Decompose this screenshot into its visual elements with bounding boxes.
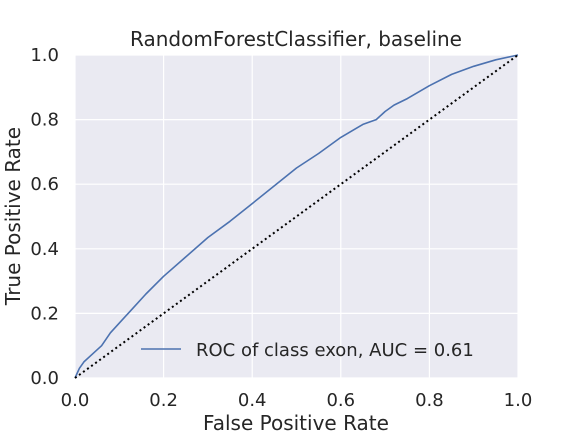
chart-title: RandomForestClassifier, baseline xyxy=(130,27,462,51)
legend: ROC of class exon, AUC = 0.61 xyxy=(141,340,474,361)
x-tick-label: 0.2 xyxy=(149,390,178,411)
y-tick-label: 0.0 xyxy=(30,368,59,389)
y-tick-label: 1.0 xyxy=(30,45,59,66)
y-tick-label: 0.8 xyxy=(30,110,59,131)
x-tick-labels: 0.0 0.2 0.4 0.6 0.8 1.0 xyxy=(61,390,533,411)
y-axis-label: True Positive Rate xyxy=(1,127,25,306)
legend-label-roc: ROC of class exon, AUC = 0.61 xyxy=(196,340,474,361)
y-tick-label: 0.4 xyxy=(30,239,59,260)
y-tick-labels: 0.0 0.2 0.4 0.6 0.8 1.0 xyxy=(30,45,59,389)
x-tick-label: 1.0 xyxy=(504,390,533,411)
x-tick-label: 0.0 xyxy=(61,390,90,411)
chance-diagonal-line xyxy=(74,54,519,379)
y-tick-label: 0.2 xyxy=(30,303,59,324)
x-axis-label: False Positive Rate xyxy=(203,411,389,432)
x-tick-label: 0.8 xyxy=(415,390,444,411)
x-tick-label: 0.6 xyxy=(326,390,355,411)
grid xyxy=(74,54,519,379)
roc-curve-line xyxy=(74,54,519,379)
x-tick-label: 0.4 xyxy=(238,390,267,411)
series-layer xyxy=(74,54,519,379)
y-tick-label: 0.6 xyxy=(30,174,59,195)
